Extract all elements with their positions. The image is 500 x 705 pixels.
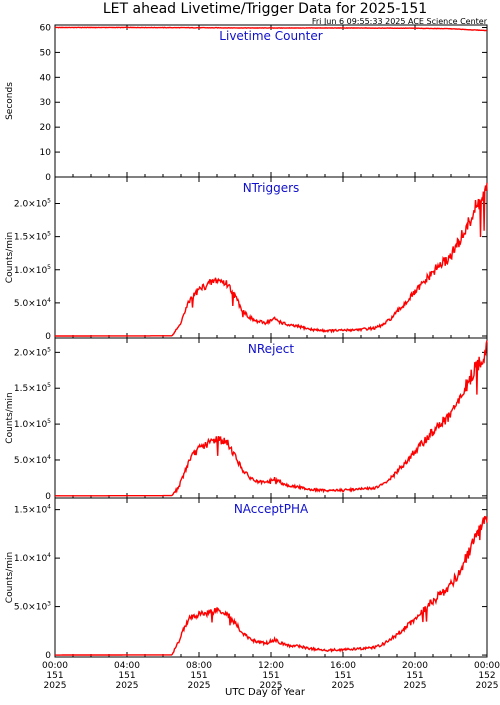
x-tick-label: 151 <box>118 671 135 681</box>
y-tick-label: 1.5×105 <box>14 231 51 243</box>
x-tick-label: 08:00 <box>186 661 212 671</box>
x-tick-label: 151 <box>46 671 63 681</box>
y-axis-label: Seconds <box>5 82 15 120</box>
y-axis-label: Counts/min <box>5 392 15 443</box>
y-tick-label: 1.5×104 <box>14 504 51 516</box>
panel-2: 0 5.0×104 1.0×105 1.5×105 2.0×105 NTriggers Co… <box>5 176 488 342</box>
y-axis-label: Counts/min <box>5 552 15 603</box>
y-axis-label: Counts/min <box>5 232 15 283</box>
y-tick-label: 5.0×104 <box>14 297 51 309</box>
series-line <box>55 340 488 497</box>
x-axis-label: UTC Day of Year <box>225 687 306 698</box>
timestamp: Fri Jun 6 09:55:33 2025 ACE Science Cent… <box>312 17 488 26</box>
y-tick-label: 1.0×105 <box>14 264 51 276</box>
x-tick-label: 2025 <box>404 681 427 691</box>
y-tick-label: 5.0×103 <box>14 601 51 613</box>
x-tick-label: 151 <box>190 671 207 681</box>
x-tick-label: 151 <box>262 671 279 681</box>
y-tick-label: 2.0×105 <box>14 198 51 210</box>
series-line <box>55 515 488 656</box>
x-tick-label: 2025 <box>116 681 139 691</box>
y-tick-label: 0 <box>45 651 51 661</box>
panel-title: Livetime Counter <box>219 29 322 43</box>
y-tick-label: 1.5×105 <box>14 382 51 394</box>
y-tick-label: 0 <box>45 173 51 183</box>
panel-title: NAcceptPHA <box>234 502 309 516</box>
x-tick-label: 16:00 <box>330 661 356 671</box>
y-tick-label: 1.0×104 <box>14 552 51 564</box>
x-tick-label: 00:00 <box>474 661 500 671</box>
x-tick-label: 04:00 <box>114 661 140 671</box>
plot-frame <box>54 337 488 499</box>
x-tick-label: 151 <box>334 671 351 681</box>
y-tick-label: 50 <box>40 48 52 58</box>
plot-frame <box>54 24 488 178</box>
y-tick-label: 60 <box>40 23 52 33</box>
y-tick-label: 10 <box>40 148 52 158</box>
x-tick-label: 12:00 <box>258 661 284 671</box>
series-line <box>54 26 488 32</box>
x-tick-label: 152 <box>478 671 495 681</box>
x-tick-label: 2025 <box>332 681 355 691</box>
plot-frame <box>54 497 488 658</box>
y-tick-label: 40 <box>40 73 52 83</box>
y-tick-label: 5.0×104 <box>14 454 51 466</box>
x-tick-label: 2025 <box>476 681 499 691</box>
y-tick-label: 0 <box>45 492 51 502</box>
x-tick-label: 00:00 <box>42 661 68 671</box>
plot-frame <box>54 176 488 339</box>
panel-3: 0 5.0×104 1.0×105 1.5×105 2.0×105 NReject Coun… <box>5 337 488 502</box>
x-tick-label: 2025 <box>260 681 283 691</box>
panel-4: 0 5.0×103 1.0×104 1.5×104 NAcceptPHA Counts/m… <box>5 497 488 661</box>
series-line <box>55 182 488 337</box>
x-tick-label: 151 <box>406 671 423 681</box>
panel-title: NReject <box>248 342 294 356</box>
x-tick-label: 20:00 <box>402 661 428 671</box>
y-tick-label: 20 <box>40 123 52 133</box>
x-tick-label: 2025 <box>188 681 211 691</box>
y-tick-label: 2.0×105 <box>14 346 51 358</box>
panel-title: NTriggers <box>243 181 300 195</box>
x-tick-label: 2025 <box>44 681 67 691</box>
panel-1: 0 10 20 30 40 50 60 Livetime Counter Seconds <box>5 23 488 183</box>
figure-title: LET ahead Livetime/Trigger Data for 2025… <box>103 1 427 17</box>
y-tick-label: 0 <box>45 332 51 342</box>
y-tick-label: 30 <box>40 98 52 108</box>
y-tick-label: 1.0×105 <box>14 418 51 430</box>
